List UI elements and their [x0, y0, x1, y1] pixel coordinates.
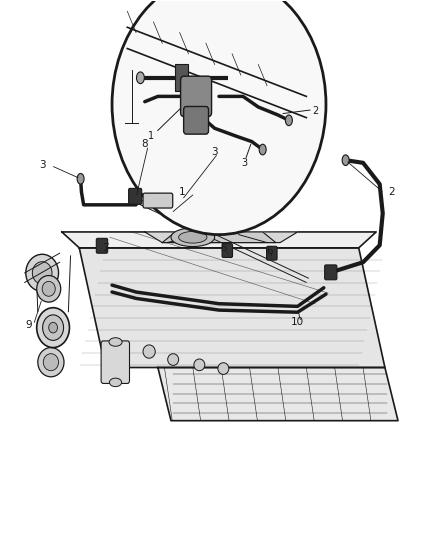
Ellipse shape	[42, 315, 64, 341]
Polygon shape	[162, 232, 276, 243]
Ellipse shape	[26, 254, 59, 292]
Ellipse shape	[143, 345, 155, 358]
FancyBboxPatch shape	[101, 341, 130, 383]
Ellipse shape	[179, 231, 207, 243]
Text: 7: 7	[102, 243, 109, 253]
Text: 8: 8	[141, 139, 148, 149]
Bar	[175, 64, 188, 91]
Text: 6: 6	[266, 246, 272, 255]
Text: 3: 3	[241, 158, 247, 168]
Polygon shape	[145, 232, 297, 243]
Text: 3: 3	[39, 160, 46, 171]
Ellipse shape	[38, 348, 64, 377]
FancyBboxPatch shape	[180, 76, 212, 117]
Ellipse shape	[218, 363, 229, 374]
Ellipse shape	[110, 378, 122, 386]
Ellipse shape	[109, 338, 122, 346]
Text: 1: 1	[179, 187, 185, 197]
FancyBboxPatch shape	[143, 193, 173, 208]
Ellipse shape	[42, 281, 55, 296]
FancyBboxPatch shape	[267, 246, 277, 260]
Ellipse shape	[342, 155, 349, 165]
Text: 1: 1	[148, 131, 154, 141]
Ellipse shape	[194, 359, 205, 370]
Ellipse shape	[49, 322, 57, 333]
Polygon shape	[79, 248, 385, 368]
Text: 3: 3	[211, 147, 218, 157]
Text: 5: 5	[220, 243, 227, 253]
Circle shape	[112, 0, 326, 235]
Ellipse shape	[168, 354, 179, 366]
Ellipse shape	[77, 173, 84, 184]
FancyBboxPatch shape	[96, 238, 108, 253]
Ellipse shape	[43, 354, 59, 370]
Ellipse shape	[171, 228, 215, 247]
Polygon shape	[62, 232, 376, 248]
Ellipse shape	[137, 72, 145, 84]
FancyBboxPatch shape	[184, 107, 208, 134]
Ellipse shape	[37, 276, 61, 302]
Ellipse shape	[259, 144, 266, 155]
FancyBboxPatch shape	[222, 244, 233, 257]
Text: 10: 10	[291, 317, 304, 327]
FancyBboxPatch shape	[129, 188, 142, 204]
Ellipse shape	[32, 262, 52, 284]
Ellipse shape	[37, 308, 70, 348]
FancyBboxPatch shape	[325, 265, 337, 280]
Text: 2: 2	[388, 187, 395, 197]
Ellipse shape	[286, 115, 292, 126]
Text: 9: 9	[26, 320, 32, 330]
Polygon shape	[158, 368, 398, 421]
Text: 2: 2	[312, 106, 318, 116]
